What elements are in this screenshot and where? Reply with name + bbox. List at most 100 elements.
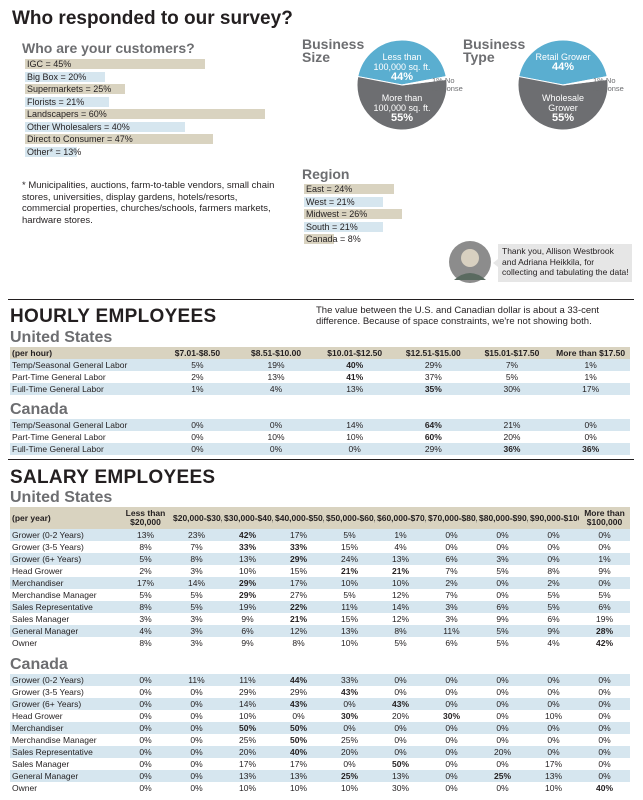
cell: 10% [375,577,426,589]
table-row: General Manager 4% 3% 6% 12% 13% 8% 11% 5% 9% 28% [10,625,630,637]
cell: 21% [472,419,552,431]
cell: 0% [496,687,509,697]
cell: 5% [343,590,356,600]
cell: 0% [528,698,579,710]
bar-label: South = 21% [306,221,358,232]
cell: 0% [496,783,509,793]
row-label: Owner [12,783,38,793]
bar-label: West = 21% [306,196,355,207]
bar-label: IGC = 45% [27,59,72,69]
cell: 0% [584,432,597,442]
cell: 0% [236,443,316,455]
row-label: Merchandise Manager [12,735,97,745]
cell: 0% [528,674,579,686]
cell: 0% [426,529,477,541]
cell: 20% [324,746,375,758]
salary-title: SALARY EMPLOYEES [10,467,216,488]
bar-label: Direct to Consumer = 47% [27,134,133,144]
bar-row: Landscapers = 60% [25,109,285,119]
cell: 6% [426,553,477,565]
cell: 29% [289,687,307,697]
cell: 6% [579,601,630,613]
cell: 22% [273,601,324,613]
hourly-us-title: United States [10,329,113,346]
cell: 0% [375,674,426,686]
cell: 19% [222,601,273,613]
slice-name: Retail Grower [535,52,591,62]
cell: 60% [424,432,442,442]
data-table: Temp/Seasonal General Labor 0% 0% 14% 64% 21%… [10,419,630,455]
data-table: Grower (0-2 Years) 0% 11% 11% 44% 33% 0% 0% 0% 0%… [10,674,630,794]
divider [8,299,634,300]
table-row: Merchandiser 17% 14% 29% 17% 10% 10% 2% 0% 2% 0% [10,577,630,589]
cell: 0% [551,419,630,431]
cell: 1% [375,529,426,541]
row-label: Grower (3-5 Years) [12,542,84,552]
header-cell: $90,000-$100,000 [528,507,579,529]
bar-row: Midwest = 26% [304,209,454,219]
cell: 0% [315,443,395,455]
thanks: Thank you, Allison Westbrook and Adriana… [502,246,629,277]
cell: 0% [477,577,528,589]
cell: 0% [579,577,630,589]
cell: 1% [579,553,630,565]
slice-value: 55% [390,112,414,124]
cell: 5% [394,638,407,648]
cell: 12% [391,590,409,600]
cell: 0% [477,698,528,710]
header-cell: $15.01-$17.50 [472,347,552,359]
row-label: Temp/Seasonal General Labor [10,419,159,431]
cell: 13% [375,553,426,565]
cell: 5% [190,590,203,600]
slice-name: Less than 100,000 sq. ft. [373,52,431,72]
pie [356,40,448,131]
cell: 21% [391,566,409,576]
cell: 50% [222,722,273,734]
row-label: Head Grower [12,566,63,576]
table-row: Temp/Seasonal General Labor 0% 0% 14% 64% 21%… [10,419,630,431]
cell: 0% [292,711,305,721]
cell: 0% [426,770,477,782]
bar-label: Midwest = 26% [306,209,368,219]
cell: 41% [346,372,364,382]
cell: 50% [391,759,409,769]
cell: 3% [445,614,458,624]
pie-slice [357,40,447,86]
bar [304,184,394,194]
cell: 33% [238,542,256,552]
table-row: Sales Representative 0% 0% 20% 40% 20% 0% 0% 20%… [10,746,630,758]
cell: 0% [496,759,509,769]
cell: 0% [324,722,375,734]
cell: 0% [139,735,152,745]
region-title: Region [302,166,350,182]
cell: 15% [289,566,307,576]
row-label: Sales Representative [10,746,120,758]
cell: 50% [273,722,324,734]
pie-label: More than 100,000 sq. ft. 55% [367,93,437,124]
cell: 44% [273,674,324,686]
row-label: Grower (6+ Years) [10,553,120,565]
cell: 4% [547,638,560,648]
cell: 10% [238,566,256,576]
cell: 20% [222,746,273,758]
cell: 0% [139,783,152,793]
cell: 17% [289,759,307,769]
cell: 17% [120,577,171,589]
cell: 0% [598,735,611,745]
customers-title: Who are your customers? [22,40,195,56]
cell: 3% [426,601,477,613]
header-cell: $7.01-$8.50 [158,347,237,359]
cell: 17% [551,383,630,395]
divider [8,459,634,460]
bar [25,134,213,144]
bar-row: West = 21% [304,196,454,207]
pie-label: Less than 100,000 sq. ft. 44% [367,52,437,83]
cell: 0% [171,770,222,782]
row-label: General Manager [10,770,120,782]
cell: 50% [289,735,307,745]
table-row: Owner 8% 3% 9% 8% 10% 5% 6% 5% 4% 42% [10,637,630,649]
cell: 0% [528,553,579,565]
cell: 13% [324,625,375,637]
cell: 0% [190,687,203,697]
cell: 29% [394,359,473,371]
